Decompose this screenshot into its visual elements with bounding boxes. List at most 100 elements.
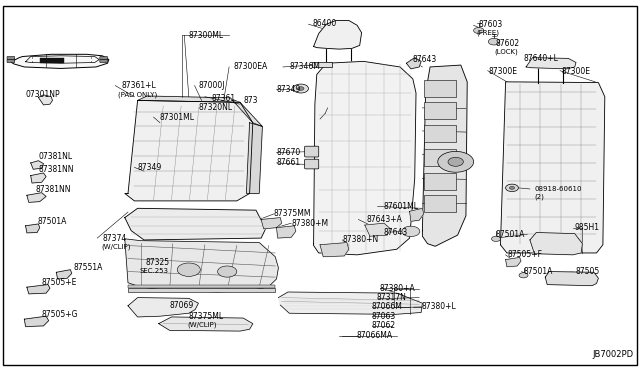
Text: 87670: 87670 bbox=[276, 148, 301, 157]
Text: 87349: 87349 bbox=[276, 85, 301, 94]
Text: 87381NN: 87381NN bbox=[38, 165, 74, 174]
Polygon shape bbox=[406, 58, 421, 69]
Text: 87501A: 87501A bbox=[496, 230, 525, 239]
Text: (W/CLIP): (W/CLIP) bbox=[188, 322, 217, 328]
Text: 985H1: 985H1 bbox=[575, 223, 600, 232]
Polygon shape bbox=[125, 100, 253, 201]
Polygon shape bbox=[138, 96, 262, 126]
Text: 87349: 87349 bbox=[138, 163, 162, 172]
Text: 87640+L: 87640+L bbox=[524, 54, 558, 63]
Text: 08918-60610: 08918-60610 bbox=[534, 186, 582, 192]
Circle shape bbox=[492, 236, 500, 241]
Text: 87069: 87069 bbox=[170, 301, 194, 310]
Polygon shape bbox=[31, 173, 46, 183]
Polygon shape bbox=[314, 61, 416, 255]
Text: 87300E: 87300E bbox=[489, 67, 518, 76]
Text: (W/CLIP): (W/CLIP) bbox=[101, 243, 131, 250]
Text: 87066MA: 87066MA bbox=[356, 331, 392, 340]
Polygon shape bbox=[278, 292, 422, 314]
Text: 87380+L: 87380+L bbox=[421, 302, 456, 311]
Bar bbox=[424, 125, 456, 142]
Polygon shape bbox=[125, 208, 266, 240]
Polygon shape bbox=[56, 270, 72, 279]
Bar bbox=[424, 80, 456, 97]
Bar bbox=[128, 285, 275, 288]
Circle shape bbox=[402, 226, 420, 237]
Text: 87063: 87063 bbox=[371, 312, 396, 321]
Circle shape bbox=[438, 151, 474, 172]
Text: 87643+A: 87643+A bbox=[367, 215, 403, 224]
Bar bbox=[312, 62, 332, 67]
Polygon shape bbox=[24, 316, 49, 327]
Polygon shape bbox=[27, 193, 46, 202]
Text: 87505+F: 87505+F bbox=[508, 250, 543, 259]
FancyBboxPatch shape bbox=[305, 159, 319, 169]
Polygon shape bbox=[38, 95, 52, 105]
Bar bbox=[424, 195, 456, 212]
Text: 87381NN: 87381NN bbox=[35, 185, 70, 194]
Text: 87000J: 87000J bbox=[198, 81, 225, 90]
Text: 87603: 87603 bbox=[479, 20, 503, 29]
Bar bbox=[40, 58, 64, 63]
Circle shape bbox=[293, 84, 308, 93]
Text: 87501A: 87501A bbox=[37, 217, 67, 226]
Text: 87361: 87361 bbox=[211, 94, 236, 103]
FancyBboxPatch shape bbox=[7, 60, 15, 62]
Polygon shape bbox=[545, 272, 598, 286]
Polygon shape bbox=[410, 208, 424, 221]
FancyBboxPatch shape bbox=[100, 60, 108, 62]
Circle shape bbox=[519, 273, 528, 278]
Text: 873: 873 bbox=[243, 96, 258, 105]
Circle shape bbox=[448, 157, 463, 166]
Text: 87066M: 87066M bbox=[371, 302, 402, 311]
Text: 87374: 87374 bbox=[102, 234, 127, 243]
Text: (LOCK): (LOCK) bbox=[495, 49, 518, 55]
Polygon shape bbox=[31, 161, 44, 169]
Polygon shape bbox=[261, 218, 282, 229]
Polygon shape bbox=[27, 285, 50, 294]
Text: 87301ML: 87301ML bbox=[160, 113, 195, 122]
Text: 07301NP: 07301NP bbox=[26, 90, 60, 99]
Text: 87643: 87643 bbox=[384, 228, 408, 237]
Text: 87380+A: 87380+A bbox=[380, 284, 415, 293]
Polygon shape bbox=[12, 54, 109, 68]
Text: 87300ML: 87300ML bbox=[189, 31, 224, 40]
Text: (2): (2) bbox=[534, 194, 544, 201]
Bar bbox=[424, 149, 456, 166]
Polygon shape bbox=[246, 123, 262, 193]
Polygon shape bbox=[314, 20, 362, 49]
FancyBboxPatch shape bbox=[7, 57, 15, 60]
Text: (PAD ONLY): (PAD ONLY) bbox=[118, 92, 157, 98]
Bar bbox=[128, 288, 275, 292]
Text: 87602: 87602 bbox=[496, 39, 520, 48]
Text: 87300E: 87300E bbox=[562, 67, 591, 76]
Text: 87325: 87325 bbox=[146, 258, 170, 267]
Polygon shape bbox=[526, 58, 576, 69]
Text: 87505+G: 87505+G bbox=[42, 310, 78, 319]
Text: (FREE): (FREE) bbox=[477, 29, 500, 36]
FancyBboxPatch shape bbox=[100, 57, 108, 60]
Text: 87375MM: 87375MM bbox=[274, 209, 312, 218]
Text: 87551A: 87551A bbox=[74, 263, 103, 272]
Polygon shape bbox=[506, 257, 521, 267]
Polygon shape bbox=[500, 82, 605, 253]
Polygon shape bbox=[530, 232, 582, 255]
Circle shape bbox=[177, 263, 200, 276]
Polygon shape bbox=[320, 243, 349, 257]
Text: 87346M: 87346M bbox=[289, 62, 320, 71]
Text: 87643: 87643 bbox=[413, 55, 437, 64]
Text: 87361+L: 87361+L bbox=[122, 81, 156, 90]
Text: 87380+M: 87380+M bbox=[291, 219, 328, 228]
Text: JB7002PD: JB7002PD bbox=[592, 350, 633, 359]
Circle shape bbox=[218, 266, 237, 277]
Polygon shape bbox=[26, 224, 40, 233]
Polygon shape bbox=[276, 226, 296, 238]
Text: 87501A: 87501A bbox=[524, 267, 553, 276]
Text: SEC.253: SEC.253 bbox=[140, 268, 168, 274]
Text: 07381NL: 07381NL bbox=[38, 152, 72, 161]
Polygon shape bbox=[128, 298, 198, 317]
Circle shape bbox=[509, 186, 515, 189]
Text: 87601ML: 87601ML bbox=[384, 202, 419, 211]
Bar bbox=[424, 173, 456, 190]
Text: 87380+N: 87380+N bbox=[342, 235, 379, 244]
